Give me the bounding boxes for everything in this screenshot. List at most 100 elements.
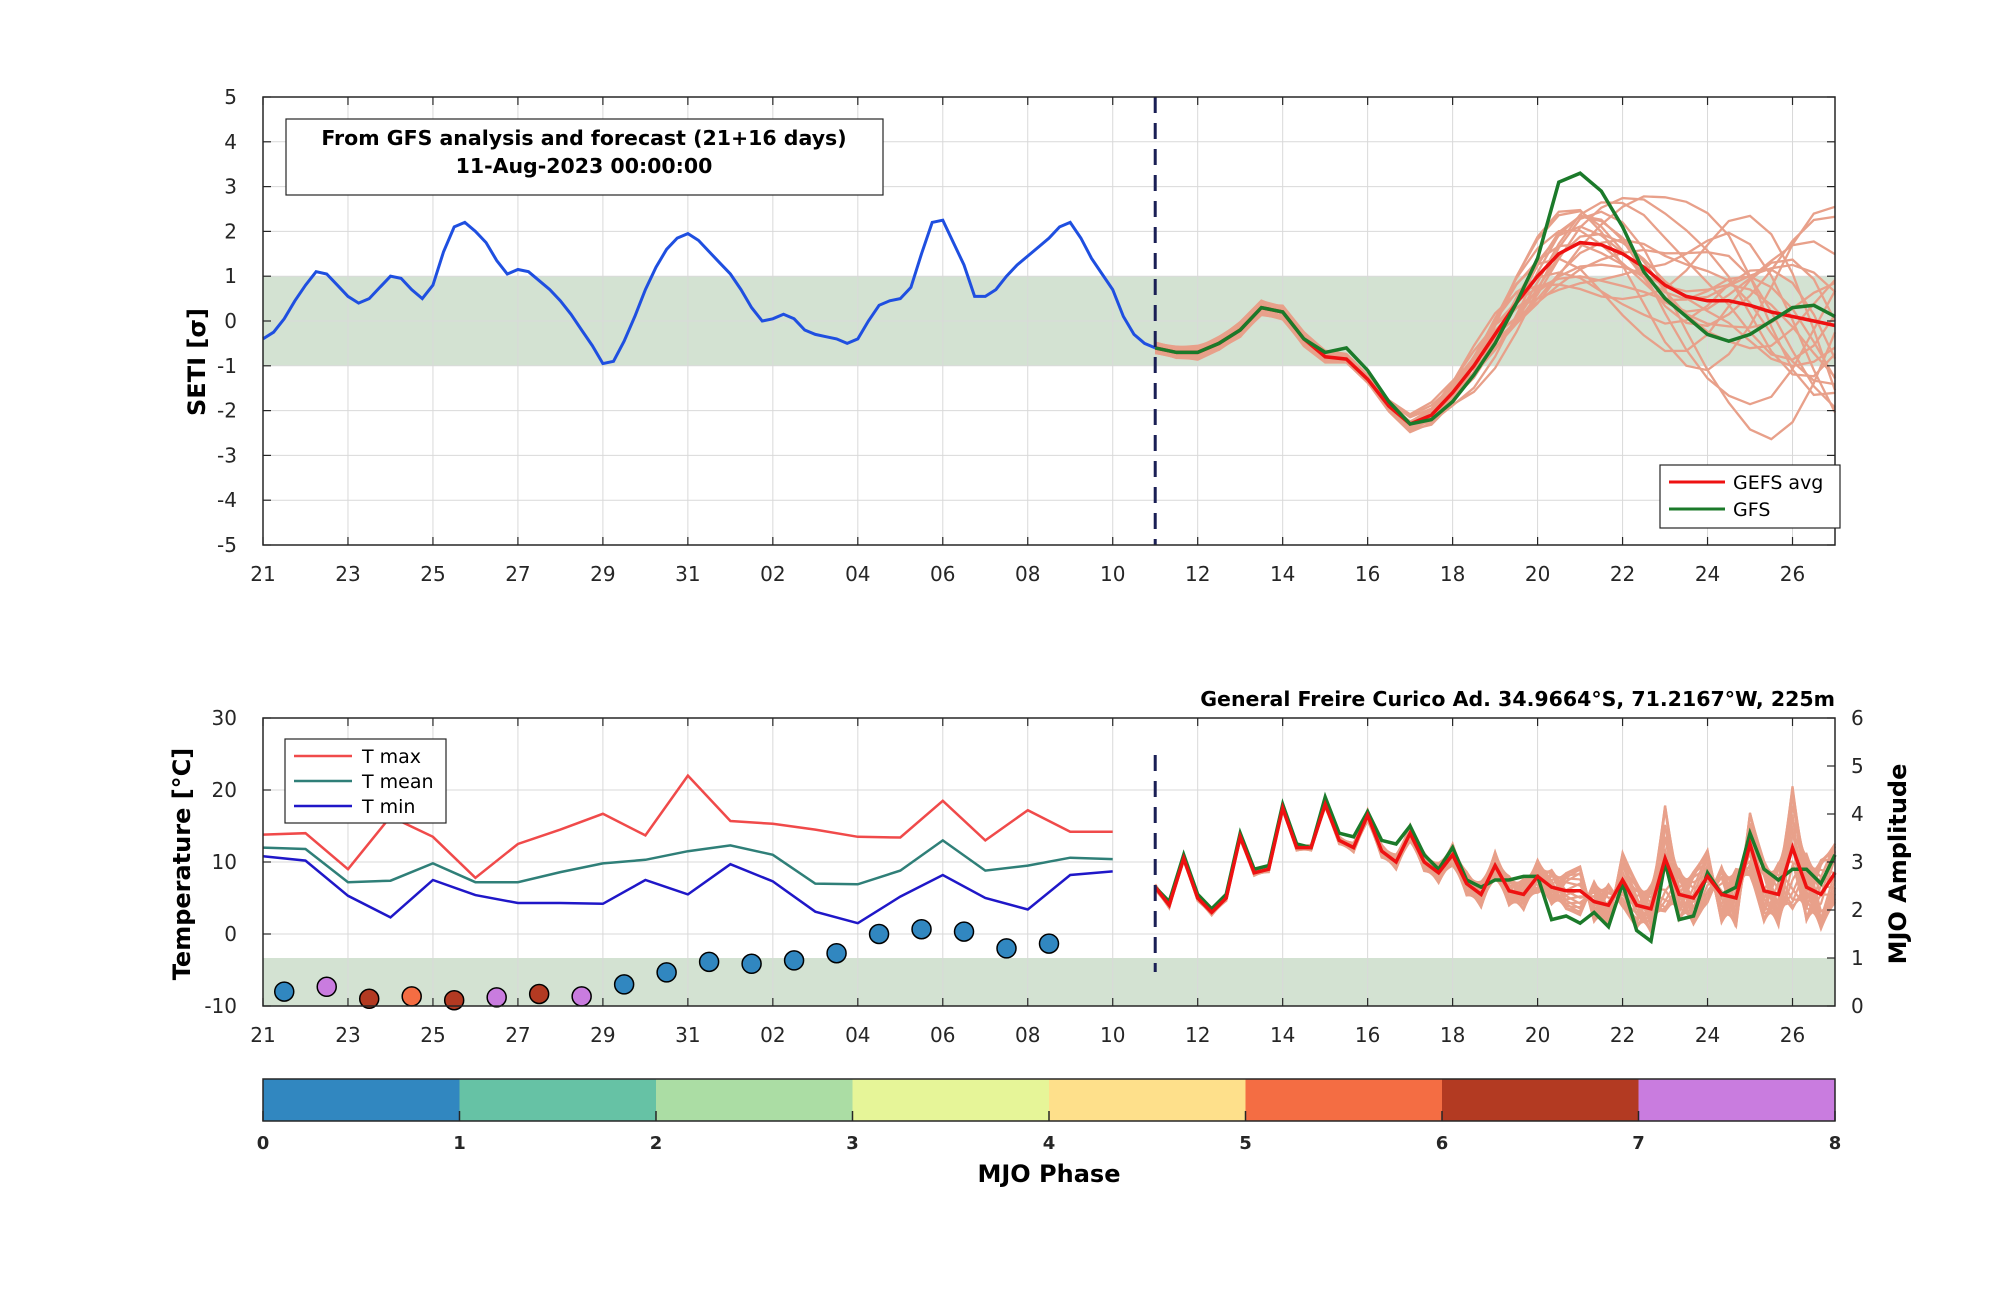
seti-ensemble-member-line: [1155, 257, 1837, 434]
seti-y-tick-label: -2: [217, 399, 237, 423]
seti-ensemble-member-line: [1154, 209, 1836, 427]
colorbar-cells: [263, 1079, 1836, 1121]
seti-x-tick-label: 29: [590, 562, 615, 586]
colorbar-ticks: 0 1 2 3 4 5 6 7 8: [257, 1111, 1842, 1154]
seti-y-tick-label: -5: [217, 533, 237, 557]
station-title: General Freire Curico Ad. 34.9664°S, 71.…: [1200, 687, 1835, 711]
seti-analysis-line: [262, 218, 1156, 366]
temperature-y-tick-label: 10: [212, 850, 237, 874]
mjo-amplitude-dot: [656, 962, 677, 983]
temperature-ensemble-members: [1154, 786, 1837, 936]
mjo-amplitude-dot: [486, 987, 507, 1008]
seti-x-tick-label: 16: [1355, 562, 1380, 586]
seti-x-tick-label: 22: [1610, 562, 1635, 586]
info-line-1: From GFS analysis and forecast (21+16 da…: [321, 126, 846, 150]
temperature-x-tick-label: 26: [1780, 1023, 1805, 1047]
temperature-x-tick-label: 20: [1525, 1023, 1550, 1047]
mjo-amplitude-y-tick-label: 5: [1851, 754, 1864, 778]
temperature-y-tick-label: 0: [224, 922, 237, 946]
temperature-x-tick-label: 24: [1695, 1023, 1720, 1047]
colorbar-tick-label: 7: [1632, 1133, 1645, 1154]
seti-x-tick-label: 23: [335, 562, 360, 586]
seti-y-tick-label: 2: [224, 219, 237, 243]
mjo-amplitude-y-tick-label: 6: [1851, 706, 1864, 730]
seti-y-tick-label: -4: [217, 488, 237, 512]
seti-x-tick-label: 24: [1695, 562, 1720, 586]
colorbar-phase-cell: [656, 1079, 853, 1121]
tmean-line: [262, 838, 1113, 886]
seti-y-tick-label: 3: [224, 175, 237, 199]
colorbar-phase-cell: [1049, 1079, 1246, 1121]
colorbar-tick-label: 8: [1829, 1133, 1842, 1154]
colorbar-tick-label: 3: [846, 1133, 859, 1154]
legend-tmean-label: T mean: [361, 771, 434, 793]
seti-legend-box: [1659, 464, 1841, 529]
temperature-y-tick-label: -10: [204, 994, 237, 1018]
temperature-gefs-avg-line: [1153, 799, 1837, 915]
colorbar-phase-cell: [459, 1079, 657, 1121]
seti-x-tick-label: 27: [505, 562, 530, 586]
temperature-x-tick-label: 08: [1015, 1023, 1040, 1047]
info-box: [285, 118, 884, 196]
seti-ensemble-member-line: [1155, 214, 1837, 427]
mjo-amplitude-dot: [868, 923, 890, 945]
seti-x-tick-label: 31: [675, 562, 700, 586]
seti-x-tick-label: 14: [1270, 562, 1295, 586]
seti-x-tick-label: 04: [845, 562, 870, 586]
seti-x-tick-label: 21: [250, 562, 275, 586]
seti-x-tick-label: 06: [930, 562, 955, 586]
colorbar-tick-label: 2: [650, 1133, 663, 1154]
seti-y-tick-label: -1: [217, 354, 237, 378]
colorbar-tick-label: 1: [453, 1133, 466, 1154]
temperature-x-tick-label: 18: [1440, 1023, 1465, 1047]
colorbar-phase-cell: [852, 1079, 1050, 1121]
mjo-amplitude-dot: [783, 950, 805, 971]
mjo-amplitude-dot: [826, 942, 847, 964]
colorbar-phase-cell: [263, 1079, 460, 1121]
seti-y-tick-label: 4: [224, 130, 237, 154]
temperature-x-tick-label: 21: [250, 1023, 275, 1047]
seti-y-tick-label: 0: [224, 309, 237, 333]
mjo-amplitude-y-tick-label: 1: [1851, 946, 1864, 970]
temperature-x-tick-label: 10: [1100, 1023, 1125, 1047]
legend-gfs-label: GFS: [1733, 499, 1770, 521]
legend-tmin-label: T min: [361, 796, 415, 818]
colorbar-tick-label: 4: [1043, 1133, 1056, 1154]
mjo-amplitude-dot: [358, 988, 380, 1010]
seti-gfs-line: [1154, 171, 1836, 426]
mjo-amplitude-dot: [613, 974, 635, 995]
temperature-x-tick-label: 14: [1270, 1023, 1295, 1047]
colorbar-phase-cell: [1442, 1079, 1639, 1121]
temperature-x-tick-label: 06: [930, 1023, 955, 1047]
seti-x-tick-label: 10: [1100, 562, 1125, 586]
temperature-x-tick-label: 29: [590, 1023, 615, 1047]
info-line-2: 11-Aug-2023 00:00:00: [456, 154, 713, 178]
mjo-phase-colorbar: 0 1 2 3 4 5 6 7 8 MJO Phase: [257, 1078, 1842, 1188]
temperature-x-tick-label: 31: [675, 1023, 700, 1047]
mjo-amplitude-y-tick-label: 0: [1851, 994, 1864, 1018]
colorbar-tick-label: 0: [257, 1133, 270, 1154]
mjo-amplitude-dot: [443, 989, 465, 1011]
seti-y-tick-label: 5: [224, 85, 237, 109]
mjo-amplitude-y-tick-label: 3: [1851, 850, 1864, 874]
mjo-amplitude-dot: [273, 981, 295, 1002]
temperature-x-tick-label: 27: [505, 1023, 530, 1047]
mjo-amplitude-dot: [1038, 933, 1060, 954]
legend-gefs-label: GEFS avg: [1733, 472, 1823, 494]
seti-x-tick-label: 20: [1525, 562, 1550, 586]
temperature-x-tick-label: 23: [335, 1023, 360, 1047]
colorbar-phase-cell: [1638, 1079, 1836, 1121]
seti-x-tick-label: 12: [1185, 562, 1210, 586]
seti-x-tick-label: 18: [1440, 562, 1465, 586]
seti-x-tick-label: 26: [1780, 562, 1805, 586]
mjo-amplitude-dot: [996, 938, 1017, 959]
colorbar-label: MJO Phase: [977, 1160, 1120, 1188]
temperature-x-tick-label: 16: [1355, 1023, 1380, 1047]
tmin-line: [262, 854, 1113, 925]
